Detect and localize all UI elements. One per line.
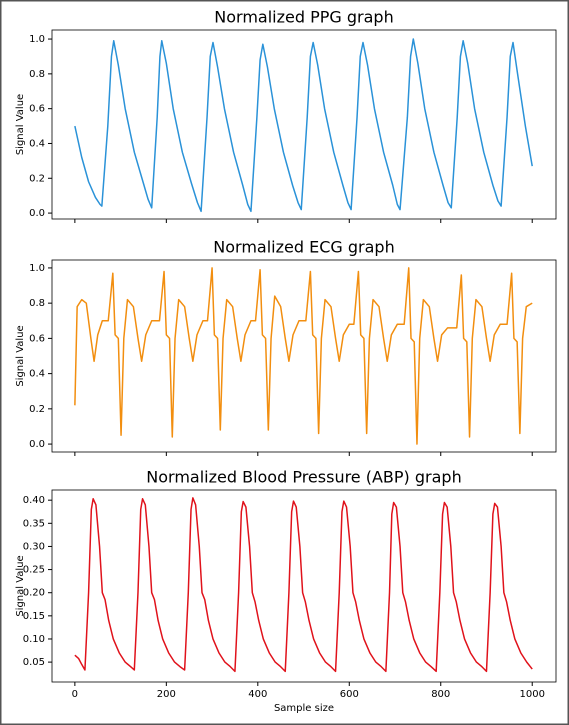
y-tick-label: 0.35 xyxy=(23,518,45,529)
y-axis-label: Signal Value xyxy=(15,555,26,616)
signal-line xyxy=(74,267,533,445)
y-tick-label: 0.40 xyxy=(23,495,45,506)
y-tick-label: 0.8 xyxy=(29,298,45,309)
x-tick-label: 400 xyxy=(248,689,267,700)
plot-frame xyxy=(51,29,557,220)
y-tick-label: 0.0 xyxy=(29,439,45,450)
y-axis-label: Signal Value xyxy=(15,94,26,155)
y-tick-label: 0.2 xyxy=(29,404,45,415)
y-tick-label: 0.0 xyxy=(29,208,45,219)
signal-line xyxy=(74,497,533,673)
chart-title: Normalized Blood Pressure (ABP) graph xyxy=(146,468,461,487)
chart-title: Normalized ECG graph xyxy=(213,238,394,257)
plot-frame xyxy=(51,489,557,683)
x-tick-label: 0 xyxy=(72,689,78,700)
y-tick-label: 0.8 xyxy=(29,69,45,80)
y-tick-label: 1.0 xyxy=(29,34,45,45)
y-tick-label: 0.20 xyxy=(23,588,45,599)
x-tick-label: 600 xyxy=(340,689,359,700)
y-tick-label: 0.05 xyxy=(23,657,45,668)
x-tick-label: 200 xyxy=(157,689,176,700)
y-tick-label: 0.10 xyxy=(23,634,45,645)
signal-line xyxy=(74,38,533,213)
x-tick-label: 800 xyxy=(431,689,450,700)
y-tick-label: 0.15 xyxy=(23,611,45,622)
y-tick-label: 1.0 xyxy=(29,263,45,274)
y-tick-label: 0.30 xyxy=(23,541,45,552)
y-tick-label: 0.25 xyxy=(23,565,45,576)
chart-title: Normalized PPG graph xyxy=(214,8,393,27)
plot-frame xyxy=(51,259,557,453)
y-tick-label: 0.4 xyxy=(29,138,45,149)
y-tick-label: 0.6 xyxy=(29,104,45,115)
y-tick-label: 0.6 xyxy=(29,333,45,344)
y-axis-label: Signal Value xyxy=(15,325,26,386)
y-tick-label: 0.4 xyxy=(29,369,45,380)
x-axis-label: Sample size xyxy=(274,703,334,714)
y-tick-label: 0.2 xyxy=(29,173,45,184)
x-tick-label: 1000 xyxy=(519,689,544,700)
